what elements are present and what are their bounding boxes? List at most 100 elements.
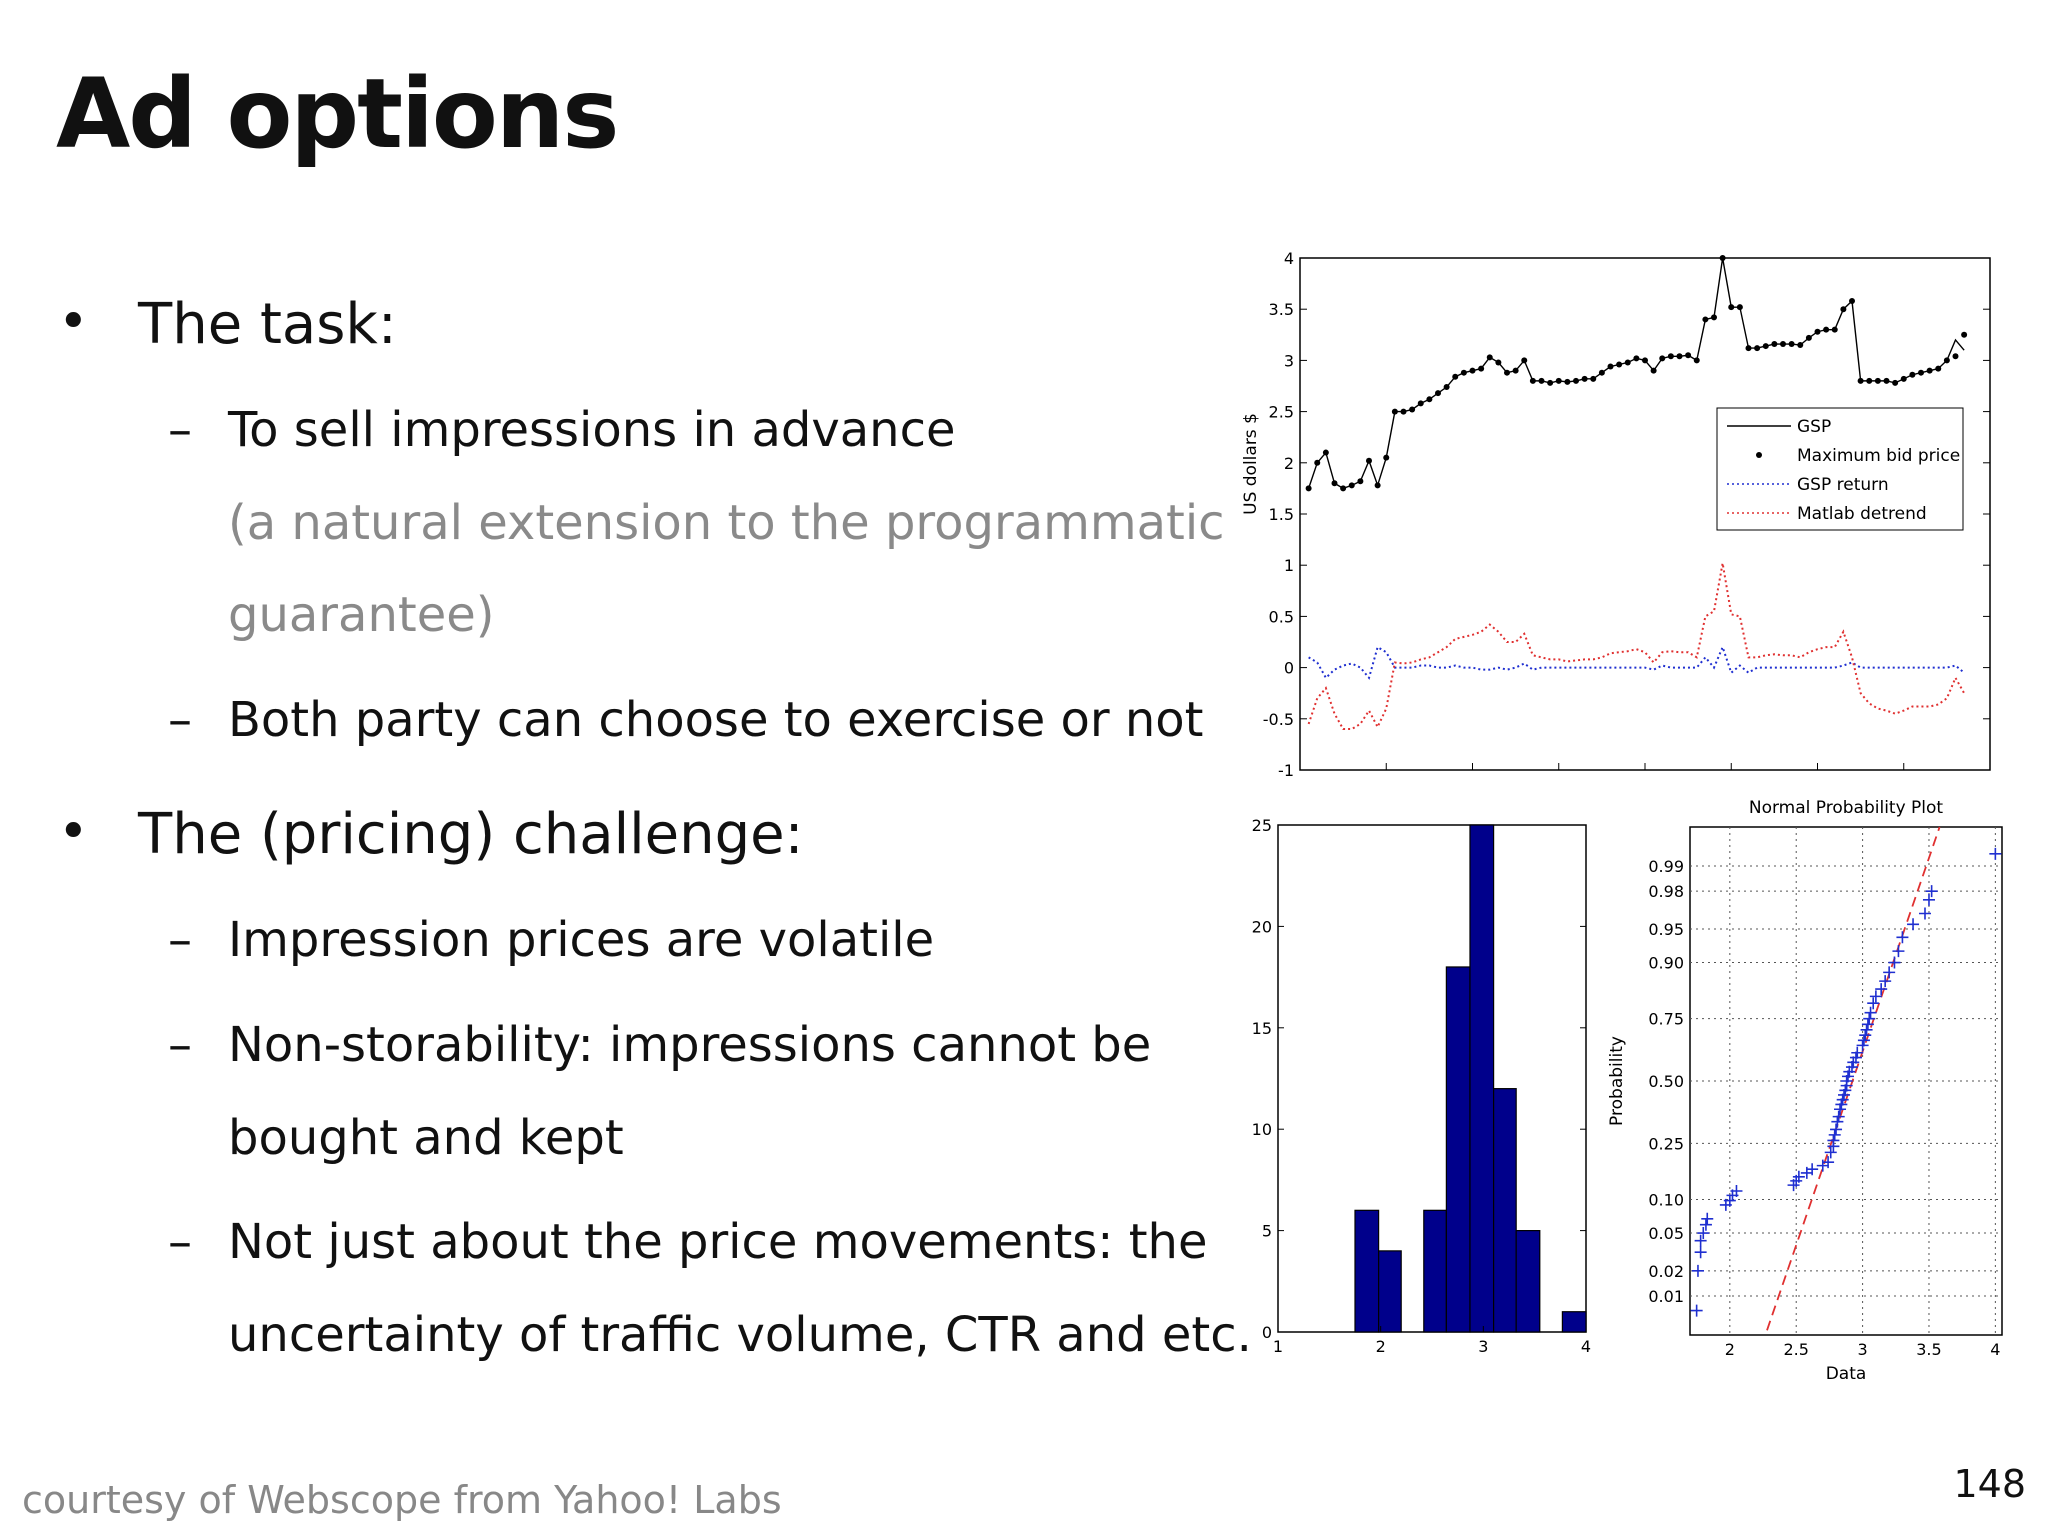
- note-line-2: guarantee): [228, 587, 495, 643]
- data-point: [1762, 343, 1769, 350]
- data-point: [1926, 367, 1933, 374]
- data-point: [1943, 357, 1950, 364]
- dash: –: [168, 692, 192, 748]
- data-point: [1806, 1163, 1819, 1176]
- data-point: [1719, 255, 1726, 261]
- histogram-bar: [1378, 1250, 1402, 1333]
- x-tick-label: 4: [1990, 1340, 2000, 1359]
- y-tick-label: 3.5: [1269, 300, 1294, 319]
- data-point: [1331, 480, 1338, 487]
- y-tick-label: -0.5: [1263, 710, 1294, 729]
- data-point: [1478, 365, 1485, 372]
- data-point: [1391, 408, 1398, 415]
- data-point: [1460, 369, 1467, 376]
- data-point: [1754, 345, 1761, 352]
- data-point: [1892, 379, 1899, 386]
- data-point: [1521, 357, 1528, 364]
- y-tick-label: 0.99: [1648, 857, 1684, 876]
- sub-bullet-text: To sell impressions in advance: [228, 402, 956, 458]
- sub-bullet-text: Not just about the price movements: the: [228, 1214, 1208, 1270]
- data-point: [1840, 306, 1847, 313]
- data-point: [1699, 1218, 1712, 1231]
- data-point: [1797, 342, 1804, 349]
- data-point: [1547, 379, 1554, 386]
- data-point: [1685, 352, 1692, 359]
- y-tick-label: 0.50: [1648, 1072, 1684, 1091]
- legend-label: Maximum bid price: [1797, 446, 1960, 466]
- sub-bullet-text: Impression prices are volatile: [228, 912, 935, 968]
- data-point: [1814, 328, 1821, 335]
- data-point: [1823, 326, 1830, 333]
- y-tick-label: 0.01: [1648, 1287, 1684, 1306]
- y-tick-label: 0.25: [1648, 1134, 1684, 1153]
- data-point: [1702, 316, 1709, 323]
- data-point: [1417, 400, 1424, 407]
- data-point: [1849, 1051, 1862, 1064]
- data-point: [1564, 378, 1571, 385]
- data-point: [1728, 304, 1735, 311]
- y-tick-label: 0.02: [1648, 1262, 1684, 1281]
- data-point: [1443, 384, 1450, 391]
- dash: –: [168, 402, 192, 458]
- data-point: [1952, 353, 1959, 360]
- data-point: [1935, 365, 1942, 372]
- data-point: [1691, 1264, 1704, 1277]
- y-tick-label: 15: [1252, 1019, 1272, 1038]
- data-point: [1400, 408, 1407, 415]
- legend-marker: [1756, 452, 1762, 458]
- data-point: [1607, 363, 1614, 370]
- y-tick-label: 1: [1284, 556, 1294, 575]
- histogram-bar: [1561, 1311, 1587, 1333]
- data-point: [1863, 1012, 1876, 1025]
- data-point: [1322, 449, 1329, 456]
- x-axis-label: Data: [1826, 1364, 1867, 1384]
- y-axis-label: Probability: [1607, 1036, 1627, 1126]
- data-point: [1879, 975, 1892, 988]
- y-tick-label: 0: [1262, 1323, 1272, 1342]
- x-tick-label: 1: [1273, 1337, 1283, 1356]
- x-tick-label: 2: [1725, 1340, 1735, 1359]
- y-axis-label: US dollars $: [1241, 413, 1261, 515]
- y-tick-label: 3: [1284, 351, 1294, 370]
- data-point: [1573, 377, 1579, 384]
- y-tick-label: 25: [1252, 816, 1272, 835]
- price-time-series-chart: 4 3.5 3 2.5 2 1.5 1 0.5 0 -0.5 -1 US dollars $ GSP Ma…: [1241, 249, 1991, 780]
- data-point: [1900, 375, 1907, 382]
- data-point: [1366, 457, 1372, 464]
- page-number: 148: [1953, 1462, 2026, 1506]
- data-point: [1866, 377, 1873, 384]
- data-point: [1828, 1128, 1841, 1141]
- histogram-bar: [1423, 1209, 1447, 1333]
- data-point: [1723, 1194, 1736, 1207]
- data-point: [1780, 341, 1786, 348]
- x-tick-label: 2.5: [1783, 1340, 1808, 1359]
- data-point: [1861, 1018, 1874, 1031]
- histogram-bar: [1354, 1209, 1380, 1333]
- bullet-dot: •: [58, 292, 89, 352]
- note-line-1: (a natural extension to the programmatic: [228, 495, 1225, 551]
- data-point: [1633, 355, 1640, 362]
- data-point: [1452, 373, 1459, 380]
- y-tick-label: 10: [1252, 1120, 1272, 1139]
- data-point: [1426, 396, 1433, 403]
- series-line: [1308, 644, 1965, 680]
- data-point: [1676, 353, 1683, 360]
- data-point: [1690, 1304, 1703, 1317]
- histogram-bar: [1515, 1230, 1541, 1333]
- data-point: [1305, 485, 1312, 492]
- histogram-bar: [1469, 824, 1495, 1333]
- data-point: [1859, 1029, 1872, 1042]
- data-point: [1834, 1103, 1847, 1116]
- y-tick-label: 5: [1262, 1222, 1272, 1241]
- data-point: [1918, 907, 1931, 920]
- y-tick-label: 0.90: [1648, 954, 1684, 973]
- data-point: [1624, 359, 1631, 366]
- bullet-label: The (pricing) challenge:: [138, 802, 804, 867]
- data-point: [1961, 331, 1968, 338]
- y-tick-label: 2.5: [1269, 403, 1294, 422]
- data-point: [1469, 367, 1476, 374]
- data-point: [1896, 931, 1909, 944]
- data-point: [1832, 1110, 1845, 1123]
- data-point: [1907, 918, 1920, 931]
- data-point: [1792, 1170, 1805, 1183]
